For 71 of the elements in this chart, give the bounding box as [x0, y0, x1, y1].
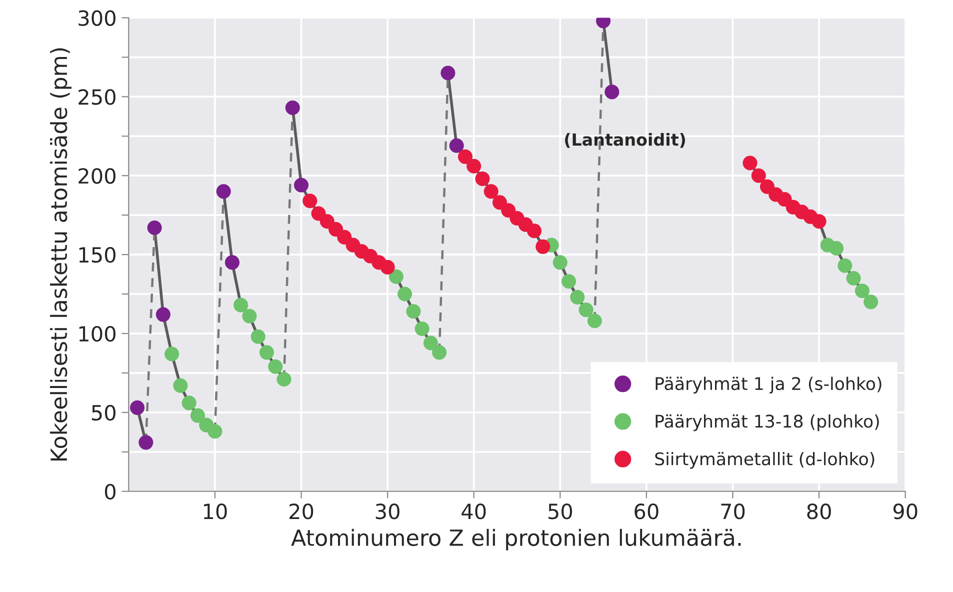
annotation: (Lantanoidit): [565, 132, 685, 148]
point: [423, 336, 438, 350]
x-tick-label: 90: [893, 504, 918, 520]
point: [276, 372, 292, 387]
legend-label: Siirtymämetallit (d-lohko): [655, 452, 874, 469]
point: [182, 396, 196, 410]
point: [380, 260, 395, 274]
point: [562, 274, 576, 289]
point: [536, 239, 550, 254]
point: [156, 307, 170, 322]
y-tick-label: 100: [79, 326, 116, 342]
x-tick-label: 80: [807, 504, 831, 520]
point: [587, 314, 602, 328]
y-axis-title: Kokeellisesti laskettu atomisäde (pm): [50, 48, 72, 461]
point: [864, 294, 878, 310]
legend-label: Pääryhmät 1 ja 2 (s-lohko): [656, 376, 882, 394]
point: [242, 308, 257, 324]
point: [854, 284, 870, 298]
point: [294, 178, 309, 192]
y-tick-label: 200: [78, 168, 116, 184]
point: [838, 258, 852, 273]
point: [302, 194, 318, 208]
point: [216, 184, 231, 199]
point: [173, 378, 188, 393]
point: [130, 400, 145, 415]
point: [604, 84, 620, 100]
point: [147, 220, 162, 236]
legend-label: Pääryhmät 13-18 (plohko): [656, 414, 879, 432]
y-tick-label: 0: [104, 484, 116, 500]
point: [475, 172, 490, 186]
x-tick-label: 60: [634, 504, 658, 520]
y-tick-label: 150: [79, 247, 116, 263]
point: [570, 290, 585, 304]
point: [138, 435, 154, 450]
point: [526, 224, 542, 238]
point: [829, 240, 844, 256]
point: [285, 100, 300, 116]
point: [268, 359, 283, 374]
point: [414, 321, 430, 336]
y-tick-label: 300: [78, 10, 116, 26]
x-axis-title: Atominumero Z eli protonien lukumäärä.: [291, 528, 741, 550]
point: [250, 329, 266, 344]
point: [812, 214, 826, 229]
point: [440, 66, 456, 80]
point: [449, 138, 464, 153]
x-tick-label: 30: [376, 504, 400, 520]
point: [234, 298, 248, 312]
point: [432, 345, 447, 360]
point: [259, 345, 274, 360]
point: [742, 156, 758, 170]
y-tick-label: 50: [92, 404, 116, 421]
point: [164, 346, 180, 362]
point: [398, 286, 412, 302]
x-tick-label: 40: [462, 504, 486, 520]
point: [388, 269, 404, 284]
point: [406, 304, 421, 319]
point: [190, 408, 205, 423]
point: [846, 270, 861, 286]
point: [224, 255, 240, 270]
point: [751, 168, 766, 183]
point: [458, 149, 473, 164]
x-tick-label: 10: [204, 504, 227, 520]
x-tick-label: 20: [290, 504, 314, 520]
x-tick-label: 70: [721, 504, 745, 520]
point: [484, 184, 498, 199]
point: [208, 424, 222, 439]
point: [578, 302, 594, 318]
point: [466, 158, 482, 174]
point: [552, 255, 568, 270]
x-tick-label: 50: [548, 504, 572, 520]
y-tick-label: 250: [78, 89, 116, 105]
